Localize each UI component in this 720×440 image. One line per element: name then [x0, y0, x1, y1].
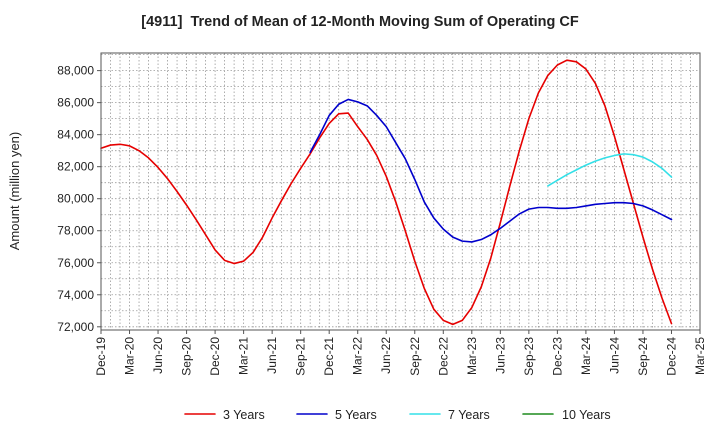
y-tick-label: 88,000 [57, 64, 94, 78]
y-axis-label: Amount (million yen) [7, 132, 22, 251]
x-tick-label: Mar-21 [237, 337, 251, 375]
y-tick-label: 86,000 [57, 96, 94, 110]
series-line-3-years [100, 59, 673, 326]
legend-item-3-years: 3 Years [184, 408, 265, 422]
y-tick-label: 82,000 [57, 160, 94, 174]
x-tick-label: Mar-20 [123, 337, 137, 375]
x-tick-label: Sep-23 [522, 337, 536, 376]
x-tick-label: Jun-24 [607, 337, 621, 374]
chart-title: [4911] Trend of Mean of 12-Month Moving … [141, 14, 579, 30]
y-tick-label: 78,000 [57, 224, 94, 238]
x-tick-label: Jun-20 [151, 337, 165, 374]
legend-item-5-years: 5 Years [296, 408, 377, 422]
x-tick-label: Jun-22 [379, 337, 393, 374]
grid [100, 53, 701, 330]
y-tick-label: 76,000 [57, 256, 94, 270]
x-tick-label: Mar-25 [693, 337, 707, 375]
series-line-7-years [547, 153, 673, 187]
x-tick-label: Sep-22 [408, 337, 422, 376]
x-tick-label: Dec-21 [322, 337, 336, 376]
legend-label-7-years: 7 Years [448, 408, 490, 422]
x-tick-label: Mar-23 [465, 337, 479, 375]
y-tick-label: 74,000 [57, 288, 94, 302]
legend-item-10-years: 10 Years [522, 408, 611, 422]
x-tick-label: Jun-23 [493, 337, 507, 374]
y-tick-label: 84,000 [57, 128, 94, 142]
legend-item-7-years: 7 Years [409, 408, 490, 422]
series-lines [100, 59, 673, 326]
legend-label-5-years: 5 Years [335, 408, 377, 422]
x-tick-label: Dec-22 [436, 337, 450, 376]
x-tick-label: Dec-19 [94, 337, 108, 376]
x-tick-label: Mar-24 [579, 337, 593, 375]
x-tick-label: Sep-24 [636, 337, 650, 376]
legend-label-3-years: 3 Years [223, 408, 265, 422]
x-tick-label: Sep-21 [294, 337, 308, 376]
x-tick-label: Mar-22 [351, 337, 365, 375]
legend-label-10-years: 10 Years [562, 408, 611, 422]
x-tick-label: Dec-23 [550, 337, 564, 376]
y-tick-label: 72,000 [57, 320, 94, 334]
series-line-5-years [309, 98, 673, 243]
x-tick-label: Jun-21 [265, 337, 279, 374]
y-tick-label: 80,000 [57, 192, 94, 206]
plot-area-frame [100, 52, 701, 331]
axes: 72,000 74,000 76,000 78,000 80,000 82,000 84,0… [57, 64, 707, 376]
legend: 3 Years 5 Years 7 Years 10 Years [184, 408, 611, 422]
x-tick-label: Dec-20 [208, 337, 222, 376]
x-tick-label: Dec-24 [664, 337, 678, 376]
x-tick-label: Sep-20 [180, 337, 194, 376]
